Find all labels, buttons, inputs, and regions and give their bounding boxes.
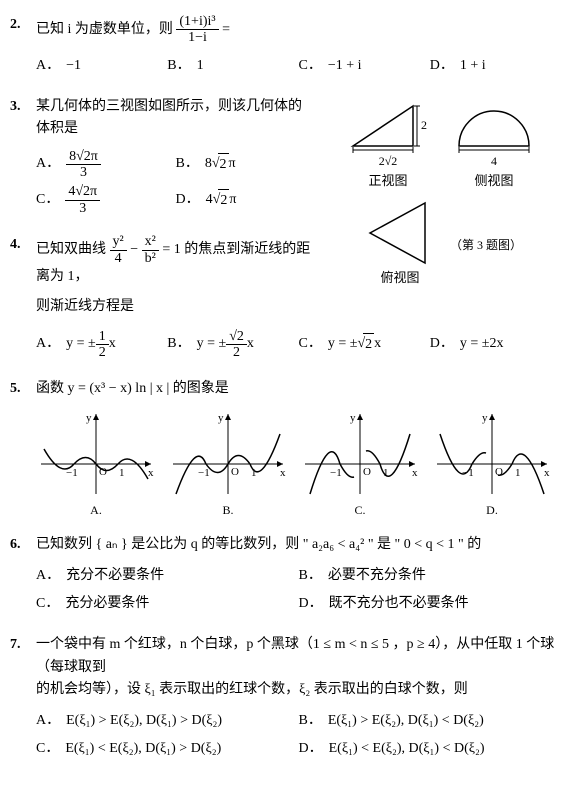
q5-graph-a[interactable]: xy −11O A.	[36, 409, 156, 520]
q4-opt-a[interactable]: A．y = ±12 x	[36, 329, 167, 361]
q7-opt-d[interactable]: D．E(ξ₁) < E(ξ₂), D(ξ₁) < D(ξ₂)	[299, 738, 562, 762]
q2-fraction: (1+i)i³ 1−i	[176, 14, 218, 46]
q2-opt-b[interactable]: B．1	[167, 54, 298, 78]
q6-opt-c[interactable]: C．充分必要条件	[36, 592, 299, 616]
q4-text2: 则渐近线方程是	[10, 296, 315, 318]
q2-opt-a[interactable]: A．−1	[36, 54, 167, 78]
svg-text:x: x	[544, 467, 550, 479]
svg-text:−1: −1	[198, 467, 210, 479]
q3-number: 3.	[10, 96, 36, 118]
svg-text:O: O	[231, 466, 239, 478]
svg-text:2: 2	[421, 118, 427, 132]
question-5: 5. 函数 y = (x³ − x) ln | x | 的图象是 xy −11O…	[10, 378, 561, 520]
top-view-icon	[360, 198, 440, 268]
q7-text: 一个袋中有 m 个红球，n 个白球，p 个黑球（1 ≤ m < n ≤ 5 ，p…	[36, 634, 561, 701]
svg-text:x: x	[148, 467, 154, 479]
svg-text:y: y	[350, 412, 356, 424]
q6-opt-a[interactable]: A．充分不必要条件	[36, 564, 299, 588]
side-view-icon	[449, 96, 539, 156]
q5-graph-b[interactable]: xy −11O B.	[168, 409, 288, 520]
q4-text: 已知双曲线 y²4 − x²b² = 1 的焦点到渐近线的距离为 1，	[36, 234, 315, 288]
q6-opt-d[interactable]: D．既不充分也不必要条件	[299, 592, 562, 616]
q2-number: 2.	[10, 14, 36, 36]
svg-text:O: O	[495, 466, 503, 478]
q4-opt-c[interactable]: C．y = ±2 x	[299, 329, 430, 361]
q4-number: 4.	[10, 234, 36, 256]
q6-number: 6.	[10, 534, 36, 556]
front-view-icon: 2	[343, 96, 433, 156]
q4-opt-b[interactable]: B．y = ±√22 x	[167, 329, 298, 361]
svg-text:y: y	[86, 412, 92, 424]
svg-text:−1: −1	[330, 467, 342, 479]
q2-opt-c[interactable]: C．−1 + i	[299, 54, 430, 78]
q7-opt-a[interactable]: A．E(ξ₁) > E(ξ₂), D(ξ₁) > D(ξ₂)	[36, 710, 299, 734]
question-3: 3. 某几何体的三视图如图所示，则该几何体的体积是 A．8√2π3 B．82π …	[10, 96, 315, 220]
question-4: 4. 已知双曲线 y²4 − x²b² = 1 的焦点到渐近线的距离为 1， 则…	[10, 234, 315, 319]
svg-text:O: O	[363, 466, 371, 478]
q5-graph-c[interactable]: xy −11O C.	[300, 409, 420, 520]
q5-graph-d[interactable]: xy −11O D.	[432, 409, 552, 520]
q2-opt-d[interactable]: D．1 + i	[430, 54, 561, 78]
svg-text:−1: −1	[462, 467, 474, 479]
q7-opt-b[interactable]: B．E(ξ₁) > E(ξ₂), D(ξ₁) < D(ξ₂)	[299, 710, 562, 734]
q3-text: 某几何体的三视图如图所示，则该几何体的体积是	[36, 96, 315, 141]
svg-text:1: 1	[119, 467, 125, 479]
question-7: 7. 一个袋中有 m 个红球，n 个白球，p 个黑球（1 ≤ m < n ≤ 5…	[10, 634, 561, 765]
svg-text:y: y	[482, 412, 488, 424]
svg-text:x: x	[412, 467, 418, 479]
svg-text:x: x	[280, 467, 286, 479]
svg-text:1: 1	[515, 467, 521, 479]
q7-opt-c[interactable]: C．E(ξ₁) < E(ξ₂), D(ξ₁) > D(ξ₂)	[36, 738, 299, 762]
question-6: 6. 已知数列 { aₙ } 是公比为 q 的等比数列，则 " a₂a₆ < a…	[10, 534, 561, 620]
svg-text:y: y	[218, 412, 224, 424]
q3-opt-b[interactable]: B．82π	[176, 149, 316, 181]
q4-opt-d[interactable]: D．y = ±2x	[430, 329, 561, 361]
q3-opt-a[interactable]: A．8√2π3	[36, 149, 176, 181]
question-2: 2. 已知 i 为虚数单位，则 (1+i)i³ 1−i = A．−1 B．1 C…	[10, 14, 561, 82]
q5-text: 函数 y = (x³ − x) ln | x | 的图象是	[36, 378, 561, 400]
q6-text: 已知数列 { aₙ } 是公比为 q 的等比数列，则 " a₂a₆ < a₄² …	[36, 534, 561, 556]
q3-fig-note: （第 3 题图）	[450, 236, 522, 255]
q3-opt-c[interactable]: C．4√2π3	[36, 184, 176, 216]
q6-opt-b[interactable]: B．必要不充分条件	[299, 564, 562, 588]
q2-text: 已知 i 为虚数单位，则 (1+i)i³ 1−i =	[36, 14, 561, 46]
q3-opt-d[interactable]: D．42π	[176, 184, 316, 216]
q7-number: 7.	[10, 634, 36, 656]
q5-number: 5.	[10, 378, 36, 400]
q3-figures: 2 2√2 正视图 4 侧视图	[321, 96, 561, 289]
